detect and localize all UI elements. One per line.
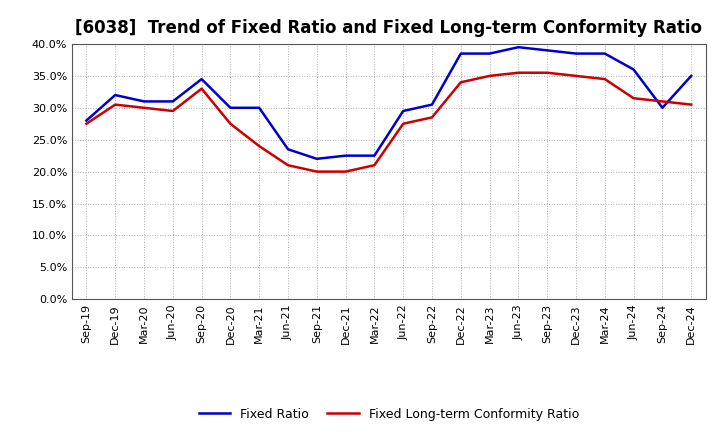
- Fixed Ratio: [399, 108, 408, 114]
- Fixed Long-term Conformity Ratio: [168, 108, 177, 114]
- Fixed Ratio: [629, 67, 638, 72]
- Fixed Long-term Conformity Ratio: [543, 70, 552, 75]
- Fixed Long-term Conformity Ratio: [255, 143, 264, 149]
- Fixed Ratio: [456, 51, 465, 56]
- Fixed Long-term Conformity Ratio: [658, 99, 667, 104]
- Fixed Long-term Conformity Ratio: [514, 70, 523, 75]
- Fixed Long-term Conformity Ratio: [456, 80, 465, 85]
- Fixed Long-term Conformity Ratio: [399, 121, 408, 126]
- Fixed Ratio: [82, 118, 91, 123]
- Fixed Ratio: [341, 153, 350, 158]
- Fixed Long-term Conformity Ratio: [111, 102, 120, 107]
- Fixed Ratio: [370, 153, 379, 158]
- Legend: Fixed Ratio, Fixed Long-term Conformity Ratio: Fixed Ratio, Fixed Long-term Conformity …: [194, 403, 584, 425]
- Fixed Ratio: [600, 51, 609, 56]
- Fixed Long-term Conformity Ratio: [197, 86, 206, 92]
- Fixed Ratio: [255, 105, 264, 110]
- Fixed Ratio: [140, 99, 148, 104]
- Fixed Ratio: [197, 77, 206, 82]
- Fixed Long-term Conformity Ratio: [600, 77, 609, 82]
- Fixed Long-term Conformity Ratio: [341, 169, 350, 174]
- Fixed Ratio: [485, 51, 494, 56]
- Fixed Long-term Conformity Ratio: [82, 121, 91, 126]
- Line: Fixed Long-term Conformity Ratio: Fixed Long-term Conformity Ratio: [86, 73, 691, 172]
- Fixed Ratio: [543, 48, 552, 53]
- Fixed Long-term Conformity Ratio: [687, 102, 696, 107]
- Fixed Long-term Conformity Ratio: [485, 73, 494, 78]
- Fixed Ratio: [312, 156, 321, 161]
- Fixed Long-term Conformity Ratio: [140, 105, 148, 110]
- Fixed Ratio: [168, 99, 177, 104]
- Fixed Long-term Conformity Ratio: [629, 95, 638, 101]
- Fixed Ratio: [572, 51, 580, 56]
- Title: [6038]  Trend of Fixed Ratio and Fixed Long-term Conformity Ratio: [6038] Trend of Fixed Ratio and Fixed Lo…: [76, 19, 702, 37]
- Fixed Ratio: [226, 105, 235, 110]
- Fixed Long-term Conformity Ratio: [572, 73, 580, 78]
- Fixed Ratio: [687, 73, 696, 78]
- Line: Fixed Ratio: Fixed Ratio: [86, 47, 691, 159]
- Fixed Long-term Conformity Ratio: [284, 162, 292, 168]
- Fixed Long-term Conformity Ratio: [226, 121, 235, 126]
- Fixed Long-term Conformity Ratio: [428, 115, 436, 120]
- Fixed Ratio: [658, 105, 667, 110]
- Fixed Long-term Conformity Ratio: [312, 169, 321, 174]
- Fixed Long-term Conformity Ratio: [370, 162, 379, 168]
- Fixed Ratio: [284, 147, 292, 152]
- Fixed Ratio: [514, 44, 523, 50]
- Fixed Ratio: [428, 102, 436, 107]
- Fixed Ratio: [111, 92, 120, 98]
